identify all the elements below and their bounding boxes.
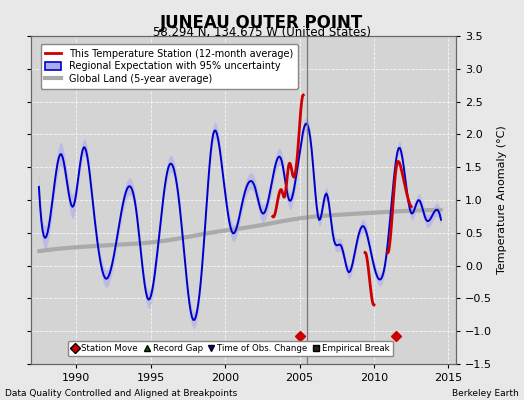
Text: JUNEAU OUTER POINT: JUNEAU OUTER POINT [160,14,364,32]
Text: Berkeley Earth: Berkeley Earth [452,389,519,398]
Legend: Station Move, Record Gap, Time of Obs. Change, Empirical Break: Station Move, Record Gap, Time of Obs. C… [69,340,394,356]
Text: 58.294 N, 134.675 W (United States): 58.294 N, 134.675 W (United States) [153,26,371,39]
Y-axis label: Temperature Anomaly (°C): Temperature Anomaly (°C) [497,126,507,274]
Text: Data Quality Controlled and Aligned at Breakpoints: Data Quality Controlled and Aligned at B… [5,389,237,398]
